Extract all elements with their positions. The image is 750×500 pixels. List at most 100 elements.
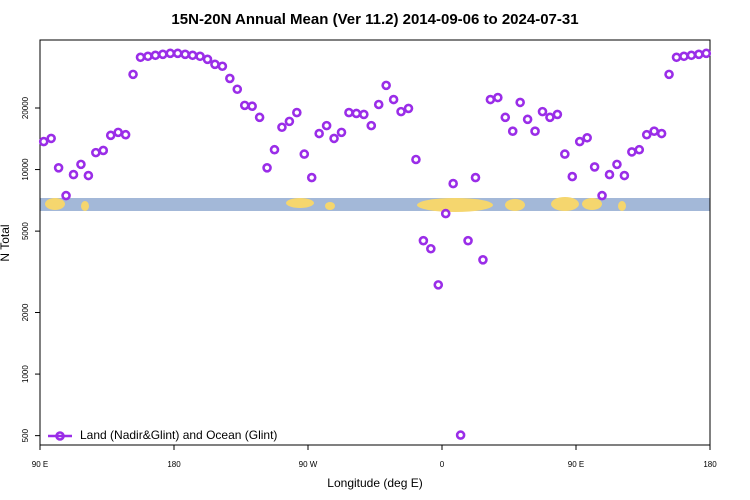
point: [269, 144, 280, 155]
point: [381, 80, 391, 91]
point: [210, 59, 220, 70]
point: [426, 243, 436, 254]
point: [68, 169, 79, 180]
point: [567, 171, 578, 182]
x-tick-label: 90 W: [299, 460, 318, 469]
point: [344, 107, 354, 118]
point: [76, 159, 86, 170]
point: [664, 69, 674, 80]
point: [135, 52, 146, 63]
point: [165, 48, 176, 59]
point: [641, 129, 652, 140]
point: [306, 172, 317, 183]
point: [120, 129, 131, 140]
point: [202, 54, 213, 65]
legend-marker: [55, 431, 65, 441]
point: [329, 133, 339, 144]
point: [507, 126, 518, 137]
point: [403, 103, 414, 114]
point: [574, 136, 585, 147]
point: [187, 50, 198, 61]
point: [284, 116, 295, 127]
plot-frame: [39, 39, 711, 446]
x-tick-label: 180: [167, 460, 181, 469]
point: [552, 109, 563, 120]
point: [440, 208, 451, 219]
point: [694, 49, 704, 60]
point: [604, 169, 615, 180]
map-strip: [40, 197, 710, 212]
point: [321, 120, 332, 131]
point: [619, 170, 630, 181]
point: [679, 51, 689, 62]
point: [455, 430, 466, 440]
point: [485, 94, 496, 105]
point: [627, 147, 637, 157]
y-tick-label: 500: [21, 428, 30, 442]
point: [195, 51, 205, 62]
point: [671, 52, 682, 63]
point: [217, 61, 228, 72]
x-tick-label: 0: [440, 460, 445, 469]
point: [91, 147, 101, 158]
point: [351, 108, 362, 119]
point: [61, 190, 71, 201]
x-axis-label: Longitude (deg E): [327, 476, 422, 490]
point: [582, 132, 592, 143]
point: [172, 48, 183, 59]
y-tick-label: 2000: [21, 303, 30, 321]
point: [225, 73, 235, 84]
point: [545, 112, 555, 123]
point: [612, 159, 622, 170]
x-tick-label: 90 E: [568, 460, 584, 469]
point: [336, 127, 347, 138]
point: [418, 235, 429, 246]
point: [388, 94, 399, 105]
point: [634, 144, 645, 155]
y-axis-label: N Total: [0, 224, 12, 261]
point: [537, 106, 548, 117]
point: [53, 162, 64, 173]
point: [478, 255, 488, 265]
point: [597, 190, 607, 201]
point: [98, 145, 109, 156]
point: [232, 84, 243, 95]
legend-label: Land (Nadir&Glint) and Ocean (Glint): [80, 428, 277, 442]
point: [143, 51, 153, 62]
point: [649, 126, 659, 137]
y-tick-label: 10000: [21, 158, 30, 181]
point: [560, 149, 570, 159]
point: [158, 49, 168, 60]
point: [589, 162, 600, 172]
point: [277, 122, 287, 133]
point: [359, 109, 369, 120]
point: [411, 154, 421, 165]
point: [373, 99, 384, 110]
chart-title: 15N-20N Annual Mean (Ver 11.2) 2014-09-0…: [171, 11, 578, 28]
point: [433, 280, 444, 290]
point: [83, 170, 94, 181]
point: [292, 107, 302, 118]
point: [254, 112, 265, 123]
point: [105, 130, 116, 141]
point: [299, 149, 310, 159]
point: [463, 235, 473, 246]
point: [500, 112, 511, 123]
y-tick-label: 1000: [21, 365, 30, 383]
point: [314, 128, 324, 139]
point: [470, 172, 481, 183]
point: [262, 162, 272, 173]
x-tick-label: 90 E: [32, 460, 48, 469]
y-tick-label: 5000: [21, 222, 30, 240]
point: [150, 50, 161, 61]
point: [247, 101, 257, 112]
point: [656, 128, 667, 139]
point: [180, 49, 190, 60]
point: [448, 178, 458, 189]
point: [522, 114, 533, 125]
point: [239, 100, 250, 111]
point: [128, 69, 138, 80]
point: [38, 136, 49, 147]
y-tick-label: 20000: [21, 96, 30, 119]
